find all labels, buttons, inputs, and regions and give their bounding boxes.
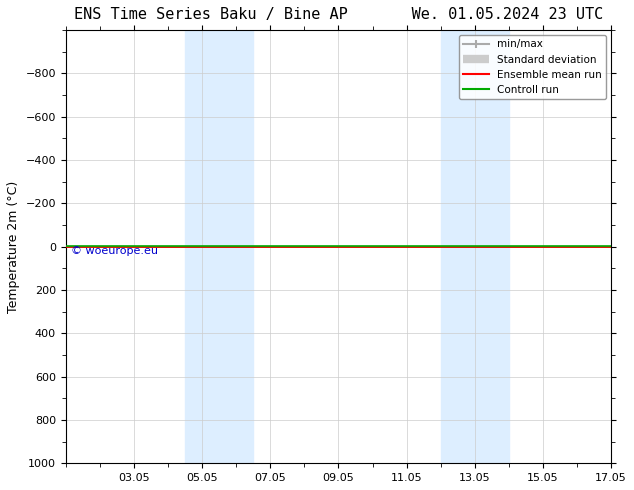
Legend: min/max, Standard deviation, Ensemble mean run, Controll run: min/max, Standard deviation, Ensemble me… [458,35,606,99]
Y-axis label: Temperature 2m (°C): Temperature 2m (°C) [7,181,20,313]
Bar [185,30,253,464]
Bar [441,30,509,464]
Title: ENS Time Series Baku / Bine AP       We. 01.05.2024 23 UTC: ENS Time Series Baku / Bine AP We. 01.05… [74,7,603,22]
Text: © woeurope.eu: © woeurope.eu [71,246,158,256]
